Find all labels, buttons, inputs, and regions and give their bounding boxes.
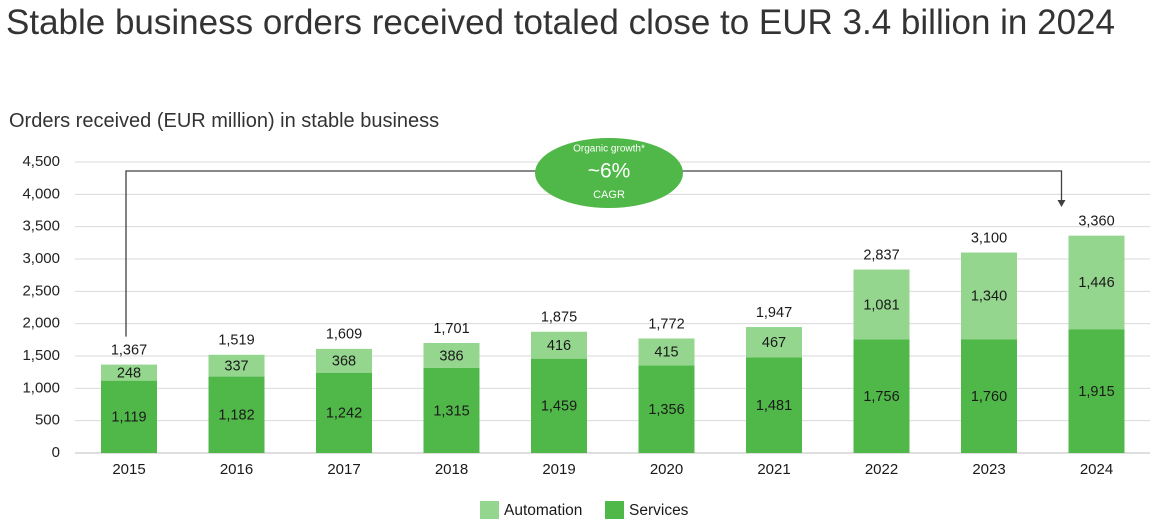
data-label-total: 3,360 bbox=[1078, 213, 1114, 229]
bar-automation bbox=[101, 364, 157, 381]
data-label-automation: 337 bbox=[224, 358, 248, 374]
data-label-automation: 1,081 bbox=[863, 297, 899, 313]
y-tick-label: 4,500 bbox=[22, 153, 60, 170]
bar-automation bbox=[531, 331, 587, 359]
data-label-services: 1,481 bbox=[756, 398, 792, 414]
x-tick-label: 2015 bbox=[112, 461, 145, 478]
data-label-total: 1,701 bbox=[433, 321, 469, 337]
data-label-automation: 248 bbox=[117, 365, 141, 381]
data-label-total: 1,772 bbox=[648, 316, 684, 332]
bar-services bbox=[316, 372, 372, 453]
data-label-total: 1,367 bbox=[111, 342, 147, 358]
y-tick-label: 3,000 bbox=[22, 250, 60, 267]
cagr-badge bbox=[535, 138, 683, 208]
x-tick-label: 2023 bbox=[972, 461, 1005, 478]
data-label-automation: 416 bbox=[547, 338, 571, 354]
data-label-automation: 1,340 bbox=[971, 289, 1007, 305]
chart-title: Orders received (EUR million) in stable … bbox=[9, 110, 440, 132]
legend-label-services: Services bbox=[629, 502, 689, 519]
data-label-services: 1,756 bbox=[863, 389, 899, 405]
bar-services bbox=[423, 367, 480, 453]
bar-automation bbox=[423, 343, 480, 368]
data-label-services: 1,119 bbox=[111, 410, 146, 426]
data-label-total: 1,947 bbox=[756, 305, 792, 321]
y-tick-label: 2,000 bbox=[22, 315, 60, 332]
bar-services bbox=[638, 365, 695, 453]
bar-automation bbox=[208, 354, 265, 377]
y-tick-label: 1,500 bbox=[22, 347, 60, 364]
data-label-automation: 415 bbox=[654, 345, 678, 361]
data-label-services: 1,356 bbox=[648, 402, 684, 418]
data-label-automation: 467 bbox=[762, 335, 786, 351]
bar-automation bbox=[1068, 235, 1125, 330]
data-label-total: 1,519 bbox=[218, 333, 254, 349]
data-label-services: 1,242 bbox=[326, 406, 362, 422]
x-tick-label: 2022 bbox=[865, 461, 898, 478]
legend-swatch-services bbox=[605, 501, 624, 519]
legend-label-automation: Automation bbox=[504, 502, 582, 519]
data-label-automation: 1,446 bbox=[1078, 275, 1114, 291]
bar-automation bbox=[961, 252, 1017, 340]
data-label-services: 1,315 bbox=[433, 403, 469, 419]
cagr-badge-unit: CAGR bbox=[593, 189, 625, 201]
bar-services bbox=[208, 376, 265, 453]
y-tick-label: 500 bbox=[35, 412, 60, 429]
cagr-badge-value: ~6% bbox=[588, 160, 631, 183]
bar-automation bbox=[316, 348, 372, 373]
x-tick-label: 2021 bbox=[757, 461, 790, 478]
bar-services bbox=[531, 358, 587, 453]
y-tick-label: 1,000 bbox=[22, 379, 60, 396]
cagr-badge-caption: Organic growth* bbox=[573, 144, 645, 155]
y-tick-label: 2,500 bbox=[22, 282, 60, 299]
x-tick-label: 2017 bbox=[327, 461, 360, 478]
bar-services bbox=[853, 339, 910, 453]
bar-services bbox=[101, 380, 157, 453]
data-label-total: 2,837 bbox=[863, 247, 899, 263]
page-title: Stable business orders received totaled … bbox=[6, 3, 1115, 42]
arrow-head-icon bbox=[1057, 200, 1066, 207]
data-label-services: 1,182 bbox=[218, 408, 254, 424]
y-tick-label: 4,000 bbox=[22, 185, 60, 202]
x-tick-label: 2020 bbox=[650, 461, 683, 478]
y-tick-label: 3,500 bbox=[22, 218, 60, 235]
bar-services bbox=[961, 339, 1017, 453]
legend-swatch-automation bbox=[480, 501, 499, 519]
data-label-automation: 368 bbox=[332, 354, 356, 370]
bar-automation bbox=[853, 269, 910, 340]
x-tick-label: 2018 bbox=[435, 461, 468, 478]
data-label-services: 1,760 bbox=[971, 389, 1007, 405]
y-tick-label: 0 bbox=[52, 444, 60, 461]
data-label-total: 1,875 bbox=[541, 310, 577, 326]
bar-automation bbox=[746, 327, 802, 358]
bar-services bbox=[746, 357, 802, 453]
data-label-automation: 386 bbox=[439, 348, 463, 364]
bar-automation bbox=[638, 338, 695, 366]
bar-services bbox=[1068, 329, 1125, 453]
data-label-services: 1,459 bbox=[541, 399, 577, 415]
data-label-services: 1,915 bbox=[1078, 384, 1114, 400]
x-tick-label: 2024 bbox=[1080, 461, 1113, 478]
x-tick-label: 2016 bbox=[220, 461, 253, 478]
x-tick-label: 2019 bbox=[542, 461, 575, 478]
data-label-total: 1,609 bbox=[326, 327, 362, 343]
data-label-total: 3,100 bbox=[971, 230, 1007, 246]
